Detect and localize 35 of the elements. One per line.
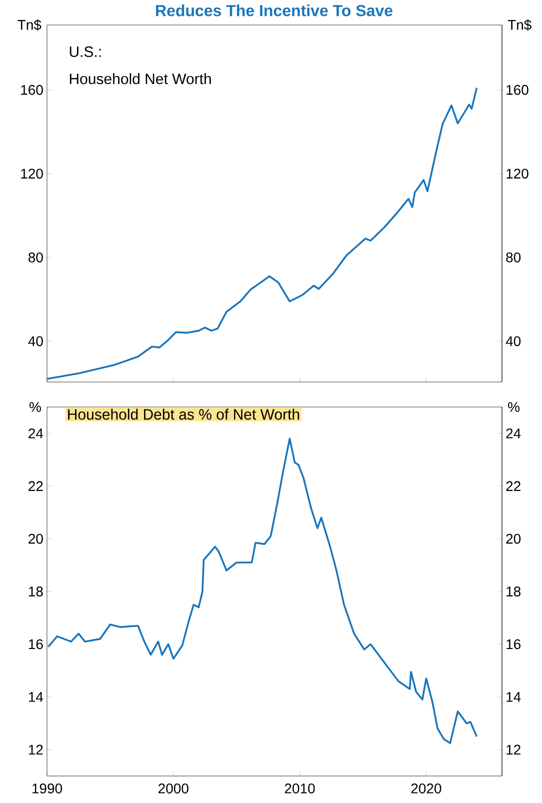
y2-tick-label: 80 — [506, 252, 521, 262]
y-tick-label: 16 — [28, 639, 43, 650]
y-tick-label: 40 — [28, 336, 43, 346]
y-tick-label: 20 — [28, 534, 43, 544]
y2-tick-label: 20 — [506, 534, 521, 544]
y-tick-label: 22 — [28, 481, 43, 491]
x-tick-label: 2010 — [284, 784, 315, 794]
y2-axis-title: % — [508, 402, 520, 412]
y-axis-title: % — [30, 402, 41, 412]
y-tick-label: 80 — [28, 252, 43, 262]
y2-tick-label: 160 — [506, 84, 528, 95]
x-tick-label: 1990 — [32, 784, 62, 794]
y2-tick-label: 18 — [506, 586, 521, 596]
annotation: U.S.: — [70, 46, 101, 57]
y2-tick-label: 16 — [506, 639, 520, 650]
y-tick-label: 24 — [28, 428, 44, 438]
y2-tick-label: 40 — [506, 336, 521, 346]
y2-axis-title: Tn$ — [508, 19, 532, 31]
y-axis-title: Tn$ — [18, 19, 42, 31]
y2-tick-label: 14 — [506, 692, 521, 702]
y-tick-label: 14 — [28, 692, 44, 702]
y2-tick-label: 120 — [506, 168, 528, 179]
y2-tick-label: 22 — [506, 481, 520, 491]
y-tick-label: 18 — [28, 586, 43, 596]
x-tick-label: 2020 — [411, 784, 442, 794]
x-tick-label: 2000 — [158, 784, 188, 794]
annotation: Household Net Worth — [70, 73, 211, 84]
y2-tick-label: 12 — [506, 744, 520, 755]
y2-tick-label: 24 — [506, 428, 521, 438]
y-tick-label: 120 — [21, 168, 43, 179]
y-tick-label: 12 — [28, 744, 43, 755]
chart-title: Reduces The Incentive To Save — [156, 4, 392, 16]
line-series — [47, 86, 478, 380]
y-tick-label: 160 — [21, 84, 43, 95]
chart-title: Household Debt as % of Net Worth — [68, 408, 300, 420]
